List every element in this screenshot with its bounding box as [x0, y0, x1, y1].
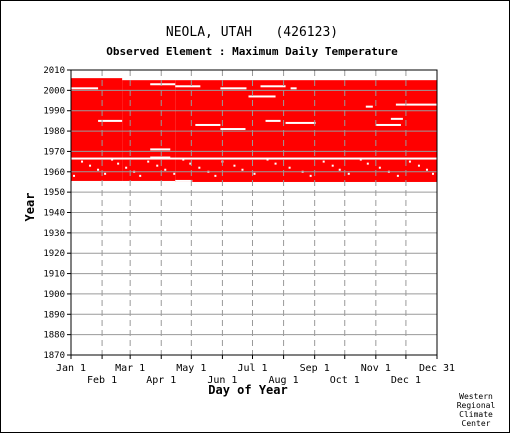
- y-tick-label: 1900: [43, 290, 65, 300]
- credit-line-2: Regional: [457, 401, 496, 410]
- y-tick-label: 2000: [43, 86, 65, 96]
- missing-day: [408, 160, 411, 163]
- missing-day: [396, 174, 399, 177]
- missing-gap: [375, 123, 401, 126]
- y-tick-label: 2010: [43, 66, 65, 76]
- missing-day: [104, 172, 107, 175]
- missing-day: [347, 172, 350, 175]
- missing-day: [97, 168, 100, 171]
- missing-day: [139, 174, 142, 177]
- missing-gap: [175, 179, 193, 182]
- missing-day: [322, 160, 325, 163]
- missing-day: [288, 166, 291, 169]
- x-tick-label: Feb 1: [87, 375, 117, 386]
- missing-gap: [150, 148, 171, 151]
- missing-gap: [175, 85, 201, 88]
- missing-day: [182, 158, 185, 161]
- credit-line-1: Western: [459, 392, 493, 401]
- y-tick-label: 1960: [43, 168, 65, 178]
- y-tick-label: 1870: [43, 351, 65, 361]
- missing-day: [331, 164, 334, 167]
- missing-day: [274, 162, 277, 165]
- y-tick-label: 1950: [43, 188, 65, 198]
- missing-gap: [195, 123, 221, 126]
- y-tick-label: 1970: [43, 147, 65, 157]
- missing-day: [417, 164, 420, 167]
- y-tick-label: 1880: [43, 331, 65, 341]
- x-tick-label: Dec 31: [419, 363, 455, 374]
- missing-day: [214, 174, 217, 177]
- data-layer: [71, 78, 438, 182]
- chart-subtitle: Observed Element : Maximum Daily Tempera…: [106, 45, 398, 58]
- x-tick-label: May 1: [176, 363, 206, 374]
- missing-gap: [71, 87, 99, 90]
- x-tick-label: Jun 1: [207, 375, 237, 386]
- credit-line-4: Center: [462, 419, 491, 428]
- missing-day: [233, 164, 236, 167]
- missing-gap: [290, 87, 297, 90]
- missing-day: [117, 162, 120, 165]
- y-tick-label: 1930: [43, 229, 65, 239]
- missing-day: [378, 166, 381, 169]
- missing-day: [173, 172, 176, 175]
- missing-day: [338, 168, 341, 171]
- x-tick-label: Jan 1: [56, 363, 86, 374]
- missing-day: [81, 160, 84, 163]
- y-tick-label: 1910: [43, 270, 65, 280]
- x-axis-label: Day of Year: [208, 383, 287, 397]
- x-tick-label: Apr 1: [146, 375, 176, 386]
- x-tick-label: Dec 1: [391, 375, 421, 386]
- missing-gap: [71, 157, 437, 160]
- missing-gap: [260, 85, 286, 88]
- missing-day: [241, 168, 244, 171]
- missing-day: [189, 162, 192, 165]
- y-tick-label: 1990: [43, 107, 65, 117]
- x-tick-label: Sep 1: [300, 363, 330, 374]
- missing-gap: [150, 83, 176, 86]
- y-tick-label: 1980: [43, 127, 65, 137]
- data-block: [71, 78, 123, 181]
- x-tick-label: Nov 1: [361, 363, 391, 374]
- missing-day: [253, 172, 256, 175]
- missing-day: [164, 168, 167, 171]
- missing-day: [147, 160, 150, 163]
- credit-line-3: Climate: [459, 410, 493, 419]
- axis-layer: 2010 2000 1990 1980 1970 1960 1950 1940 1930 1920…: [43, 66, 455, 386]
- x-tick-label: Mar 1: [115, 363, 145, 374]
- missing-gap: [220, 87, 247, 90]
- missing-gap: [285, 121, 316, 124]
- missing-gap: [395, 103, 437, 106]
- missing-day: [266, 158, 269, 161]
- missing-day: [425, 168, 428, 171]
- missing-gap: [248, 95, 276, 98]
- missing-gap: [220, 128, 246, 131]
- missing-day: [125, 166, 128, 169]
- x-tick-label: Jul 1: [237, 363, 267, 374]
- missing-day: [111, 158, 114, 161]
- missing-day: [89, 164, 92, 167]
- missing-day: [431, 172, 434, 175]
- missing-day: [309, 174, 312, 177]
- y-tick-label: 1940: [43, 209, 65, 219]
- missing-gap: [150, 156, 171, 159]
- missing-gap: [98, 119, 123, 122]
- missing-gap: [365, 105, 373, 108]
- missing-day: [156, 164, 159, 167]
- x-tick-label: Aug 1: [269, 375, 299, 386]
- missing-day: [73, 174, 76, 177]
- y-tick-label: 1890: [43, 310, 65, 320]
- missing-day: [366, 162, 369, 165]
- x-tick-label: Oct 1: [330, 375, 360, 386]
- missing-day: [359, 158, 362, 161]
- missing-gap: [265, 119, 281, 122]
- missing-gap: [390, 117, 403, 120]
- y-axis-label: Year: [23, 193, 37, 222]
- missing-day: [198, 166, 201, 169]
- data-block: [122, 80, 176, 181]
- y-tick-label: 1920: [43, 249, 65, 259]
- chart-title: NEOLA, UTAH (426123): [166, 25, 338, 40]
